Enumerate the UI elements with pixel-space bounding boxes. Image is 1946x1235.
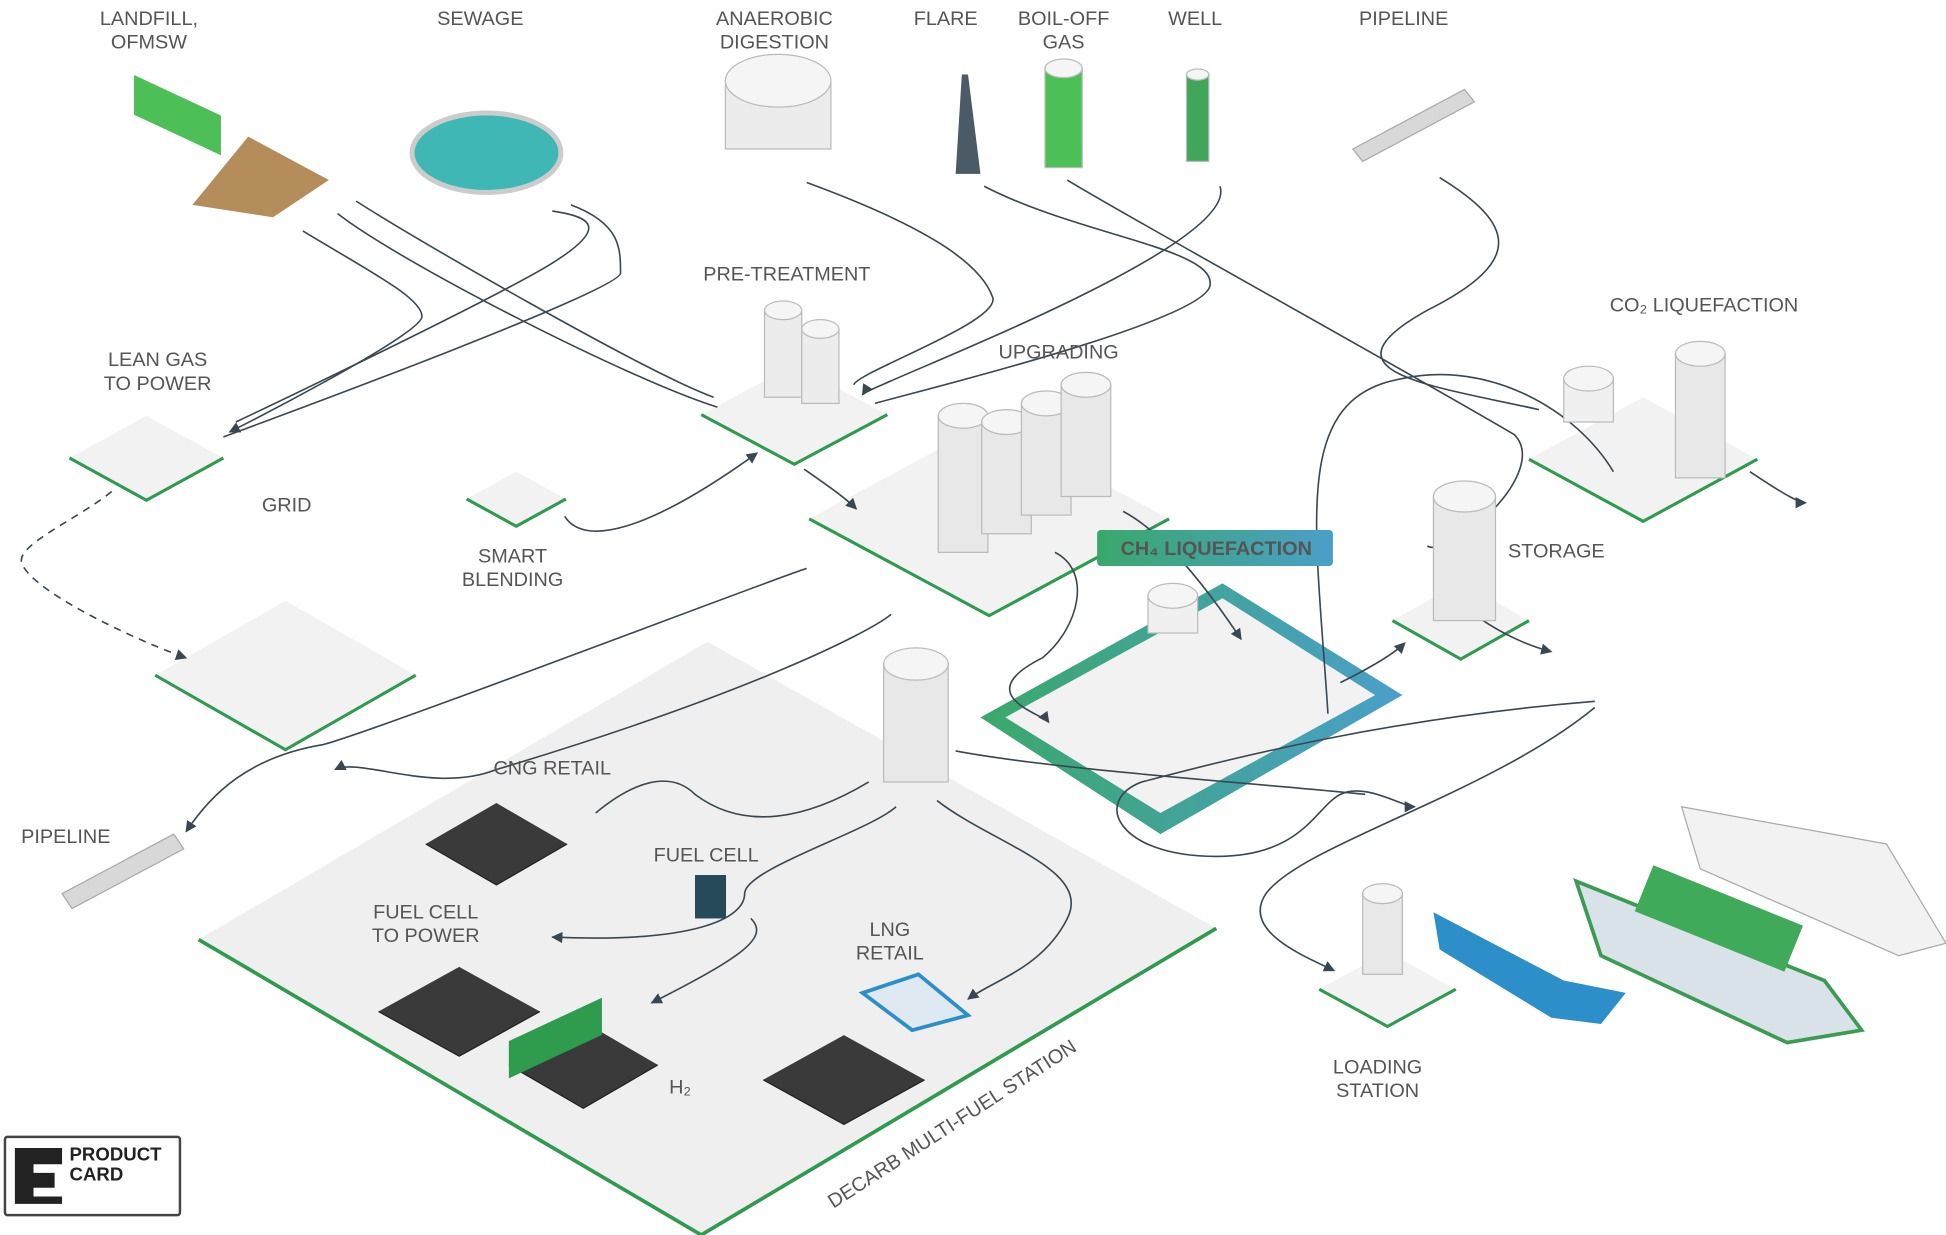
node-label: LOADING — [1333, 1057, 1422, 1079]
node-label: LNG — [869, 919, 910, 941]
tank — [884, 664, 949, 782]
node-label: LANDFILL, — [100, 8, 198, 30]
tank — [1186, 75, 1208, 162]
badge-line1: PRODUCT — [70, 1143, 163, 1164]
node-label: FUEL CELL — [654, 844, 759, 866]
sewage-basin — [412, 113, 561, 192]
tank — [1363, 894, 1403, 975]
node-label: LEAN GAS — [108, 349, 207, 371]
node-label: GRID — [262, 494, 312, 516]
flow-line — [338, 214, 718, 408]
node-label: ANAEROBIC — [716, 8, 833, 30]
node-label: RETAIL — [856, 942, 924, 964]
tank-top — [1045, 59, 1082, 78]
node-label: BLENDING — [462, 569, 563, 591]
node-label: TO POWER — [372, 925, 480, 947]
node-label: WELL — [1168, 8, 1222, 30]
node-label: CO₂ LIQUEFACTION — [1610, 295, 1799, 317]
fuel-cell — [695, 875, 726, 918]
tank — [938, 416, 988, 553]
flow-line — [230, 231, 422, 432]
node-label: CNG RETAIL — [493, 757, 611, 779]
node-label: STORAGE — [1508, 540, 1605, 562]
flow-line — [1381, 178, 1539, 410]
node-label: DIGESTION — [720, 31, 829, 53]
platform — [467, 472, 566, 527]
truck — [134, 75, 221, 155]
node-label: PIPELINE — [21, 826, 110, 848]
node-label: PRE-TREATMENT — [703, 264, 870, 286]
node-label: GAS — [1043, 31, 1085, 53]
tank — [802, 329, 839, 403]
flow-line — [875, 186, 1210, 403]
node-label: H₂ — [669, 1076, 691, 1098]
platforms — [70, 365, 1758, 1235]
node-label: SMART — [478, 545, 547, 567]
node-label: FLARE — [914, 8, 978, 30]
tank-top — [1433, 481, 1495, 512]
tank-top — [765, 301, 802, 320]
node-label: SEWAGE — [437, 8, 523, 30]
pipeline — [1353, 89, 1475, 161]
flare-tower — [956, 75, 981, 174]
tank-top — [1148, 583, 1198, 608]
tank-top — [725, 54, 830, 107]
tank — [1061, 385, 1111, 497]
node-label: UPGRADING — [999, 342, 1119, 364]
platform — [70, 416, 224, 500]
tank — [765, 310, 802, 397]
node-label: STATION — [1336, 1080, 1419, 1102]
tank-top — [1564, 366, 1614, 391]
tank-top — [1186, 69, 1208, 80]
tank-top — [1061, 372, 1111, 397]
tank-top — [802, 320, 839, 339]
node-label: BOIL-OFF — [1018, 8, 1110, 30]
flow-line — [1750, 472, 1806, 503]
tank-top — [938, 403, 988, 428]
tank — [1045, 68, 1082, 167]
node-label: PIPELINE — [1359, 8, 1448, 30]
node-label: TO POWER — [104, 373, 212, 395]
badge-line2: CARD — [70, 1163, 124, 1184]
process-diagram: LANDFILL,OFMSW SEWAGE ANAEROBICDIGESTION FL… — [0, 0, 1946, 1235]
node-label: CH₄ LIQUEFACTION — [1121, 538, 1312, 560]
node-label: FUEL CELL — [373, 901, 478, 923]
tank — [1675, 354, 1725, 478]
tank-top — [1363, 884, 1403, 904]
tank-top — [884, 648, 949, 680]
node-label: OFMSW — [111, 31, 187, 53]
power-line — [21, 492, 186, 658]
flow-line — [565, 453, 757, 531]
tank-top — [1675, 341, 1725, 366]
tank — [1433, 496, 1495, 620]
